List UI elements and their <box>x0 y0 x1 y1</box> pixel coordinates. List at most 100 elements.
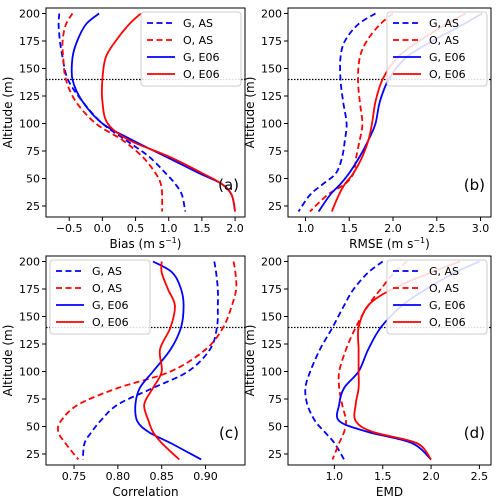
y-tick-label: 125 <box>261 90 282 103</box>
x-tick-label: 1.5 <box>193 222 211 235</box>
series-line-g-e06 <box>134 260 202 461</box>
panel-label: (d) <box>464 424 485 442</box>
panel-label: (a) <box>218 176 239 194</box>
y-tick-label: 25 <box>26 200 40 213</box>
legend-label: O, AS <box>429 34 459 47</box>
series-line-o-e06 <box>143 261 180 461</box>
x-tick-label: 0.80 <box>106 470 131 483</box>
plot-frame <box>45 7 246 218</box>
plot-frame <box>287 255 492 466</box>
legend-label: G, E06 <box>92 299 128 312</box>
y-tick-label: 75 <box>26 145 40 158</box>
panel-label: (b) <box>464 176 485 194</box>
y-tick-label: 100 <box>261 118 282 131</box>
legend: G, AS O, AS G, E06 O, E06 <box>49 259 151 335</box>
series-line-o-as <box>61 13 164 212</box>
y-tick-label: 50 <box>268 421 282 434</box>
x-tick-label: 2.0 <box>384 222 402 235</box>
legend-label: O, AS <box>92 282 122 295</box>
x-axis-label-superscript: −1 <box>413 236 425 245</box>
series-line-o-e06 <box>100 12 236 212</box>
y-tick-label: 75 <box>268 145 282 158</box>
legend-label: O, AS <box>183 34 213 47</box>
y-tick-label: 200 <box>19 8 40 21</box>
y-tick-label: 50 <box>268 173 282 186</box>
x-axis-label: Correlation <box>112 485 178 496</box>
legend-label: G, AS <box>92 265 122 278</box>
y-tick-label: 125 <box>19 90 40 103</box>
series-line-o-as <box>56 261 238 461</box>
legend-box <box>140 11 242 87</box>
legend-box <box>49 259 151 335</box>
legend-label: O, E06 <box>183 68 220 81</box>
x-axis-label-superscript: −1 <box>165 236 177 245</box>
y-tick-label: 200 <box>19 256 40 269</box>
legend-label: O, E06 <box>92 316 129 329</box>
series-line-g-as <box>297 12 376 213</box>
x-tick-label: 0.0 <box>94 222 112 235</box>
y-tick-label: 25 <box>26 448 40 461</box>
y-tick-label: 125 <box>19 338 40 351</box>
legend-label: O, E06 <box>429 68 466 81</box>
legend: G, AS O, AS G, E06 O, E06 <box>140 11 242 87</box>
legend: G, AS O, AS G, E06 O, E06 <box>386 259 488 335</box>
y-tick-label: 50 <box>26 173 40 186</box>
y-tick-label: 100 <box>261 366 282 379</box>
x-tick-label: 1.0 <box>326 470 344 483</box>
x-tick-label: −0.5 <box>56 222 83 235</box>
y-tick-label: 100 <box>19 366 40 379</box>
x-tick-label: 0.85 <box>149 470 174 483</box>
panel-label: (c) <box>219 424 239 442</box>
chart-panel-c: 0.75 0.80 0.85 0.90 25 50 75 100 125 150 175 200 Cor… <box>1 255 246 496</box>
y-tick-label: 125 <box>261 338 282 351</box>
x-axis-label-end: ) <box>425 237 430 251</box>
y-tick-label: 150 <box>261 311 282 324</box>
y-axis-label: Altitude (m) <box>1 325 15 397</box>
legend-label: G, E06 <box>429 299 465 312</box>
x-tick-label: 3.0 <box>472 222 490 235</box>
y-axis-label: Altitude (m) <box>243 77 257 149</box>
x-tick-label: 1.0 <box>297 222 315 235</box>
y-tick-label: 75 <box>268 393 282 406</box>
legend-label: G, AS <box>429 17 459 30</box>
legend-label: G, E06 <box>429 51 465 64</box>
y-tick-label: 175 <box>261 35 282 48</box>
legend-box <box>386 259 488 335</box>
y-tick-label: 75 <box>26 393 40 406</box>
y-axis-label: Altitude (m) <box>1 77 15 149</box>
y-tick-label: 25 <box>268 200 282 213</box>
y-tick-label: 175 <box>19 35 40 48</box>
x-tick-label: 2.5 <box>471 470 489 483</box>
y-axis-label: Altitude (m) <box>243 325 257 397</box>
x-tick-label: 1.5 <box>374 470 392 483</box>
x-tick-label: 1.0 <box>160 222 178 235</box>
legend: G, AS O, AS G, E06 O, E06 <box>386 11 488 87</box>
x-tick-label: 0.90 <box>193 470 218 483</box>
chart-panel-a: −0.5 0.0 0.5 1.0 1.5 2.0 25 50 75 100 125 150 175 200… <box>1 7 246 251</box>
y-tick-label: 150 <box>19 311 40 324</box>
legend-box <box>386 11 488 87</box>
y-tick-label: 100 <box>19 118 40 131</box>
x-axis-label: Bias (m s−1) <box>110 236 182 251</box>
chart-panel-b: 1.0 1.5 2.0 2.5 3.0 25 50 75 100 125 150 175 200 RMSE… <box>243 7 492 251</box>
plot-frame <box>45 255 246 466</box>
x-tick-label: 2.0 <box>226 222 244 235</box>
y-tick-label: 25 <box>268 448 282 461</box>
x-axis-label-end: ) <box>177 237 182 251</box>
x-axis-label: RMSE (m s−1) <box>349 236 430 251</box>
y-tick-label: 175 <box>261 283 282 296</box>
y-tick-label: 150 <box>261 63 282 76</box>
x-tick-label: 2.0 <box>422 470 440 483</box>
x-axis-label: EMD <box>376 485 403 496</box>
x-tick-label: 1.5 <box>341 222 359 235</box>
plot-frame <box>287 7 492 218</box>
y-tick-label: 200 <box>261 8 282 21</box>
x-tick-label: 0.5 <box>127 222 145 235</box>
y-tick-label: 200 <box>261 256 282 269</box>
legend-label: O, AS <box>429 282 459 295</box>
y-tick-label: 150 <box>19 63 40 76</box>
series-line-o-as <box>309 12 394 213</box>
chart-panel-d: 1.0 1.5 2.0 2.5 25 50 75 100 125 150 175 200 EMD Alti… <box>243 255 492 496</box>
y-tick-label: 175 <box>19 283 40 296</box>
